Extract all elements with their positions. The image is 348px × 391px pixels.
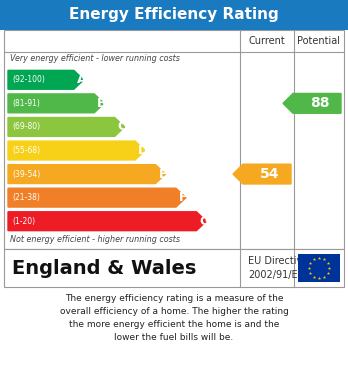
Polygon shape xyxy=(8,141,145,160)
Text: Very energy efficient - lower running costs: Very energy efficient - lower running co… xyxy=(10,54,180,63)
Polygon shape xyxy=(8,70,84,89)
Text: England & Wales: England & Wales xyxy=(12,258,196,278)
Text: (69-80): (69-80) xyxy=(12,122,40,131)
Text: 88: 88 xyxy=(310,96,330,110)
Text: Not energy efficient - higher running costs: Not energy efficient - higher running co… xyxy=(10,235,180,244)
Text: A: A xyxy=(77,73,86,86)
Text: (1-20): (1-20) xyxy=(12,217,35,226)
Bar xyxy=(4,30,344,249)
Bar xyxy=(0,0,348,30)
Text: (92-100): (92-100) xyxy=(12,75,45,84)
Text: D: D xyxy=(138,144,148,157)
Text: (55-68): (55-68) xyxy=(12,146,40,155)
Text: E: E xyxy=(159,168,167,181)
Text: EU Directive
2002/91/EC: EU Directive 2002/91/EC xyxy=(248,256,308,280)
Bar xyxy=(4,249,344,287)
Polygon shape xyxy=(8,188,186,207)
Text: C: C xyxy=(118,120,127,133)
Text: 54: 54 xyxy=(260,167,280,181)
Text: The energy efficiency rating is a measure of the
overall efficiency of a home. T: The energy efficiency rating is a measur… xyxy=(60,294,288,342)
Polygon shape xyxy=(8,165,166,183)
Polygon shape xyxy=(233,164,291,184)
Text: B: B xyxy=(97,97,107,110)
Text: G: G xyxy=(199,215,209,228)
Text: (39-54): (39-54) xyxy=(12,170,40,179)
Text: Energy Efficiency Rating: Energy Efficiency Rating xyxy=(69,7,279,23)
Bar xyxy=(298,254,340,282)
Polygon shape xyxy=(8,212,206,231)
Text: (21-38): (21-38) xyxy=(12,193,40,202)
Polygon shape xyxy=(8,94,104,113)
Polygon shape xyxy=(283,93,341,113)
Text: Current: Current xyxy=(248,36,285,46)
Polygon shape xyxy=(8,118,125,136)
Text: (81-91): (81-91) xyxy=(12,99,40,108)
Text: Potential: Potential xyxy=(298,36,340,46)
Text: F: F xyxy=(179,191,188,204)
